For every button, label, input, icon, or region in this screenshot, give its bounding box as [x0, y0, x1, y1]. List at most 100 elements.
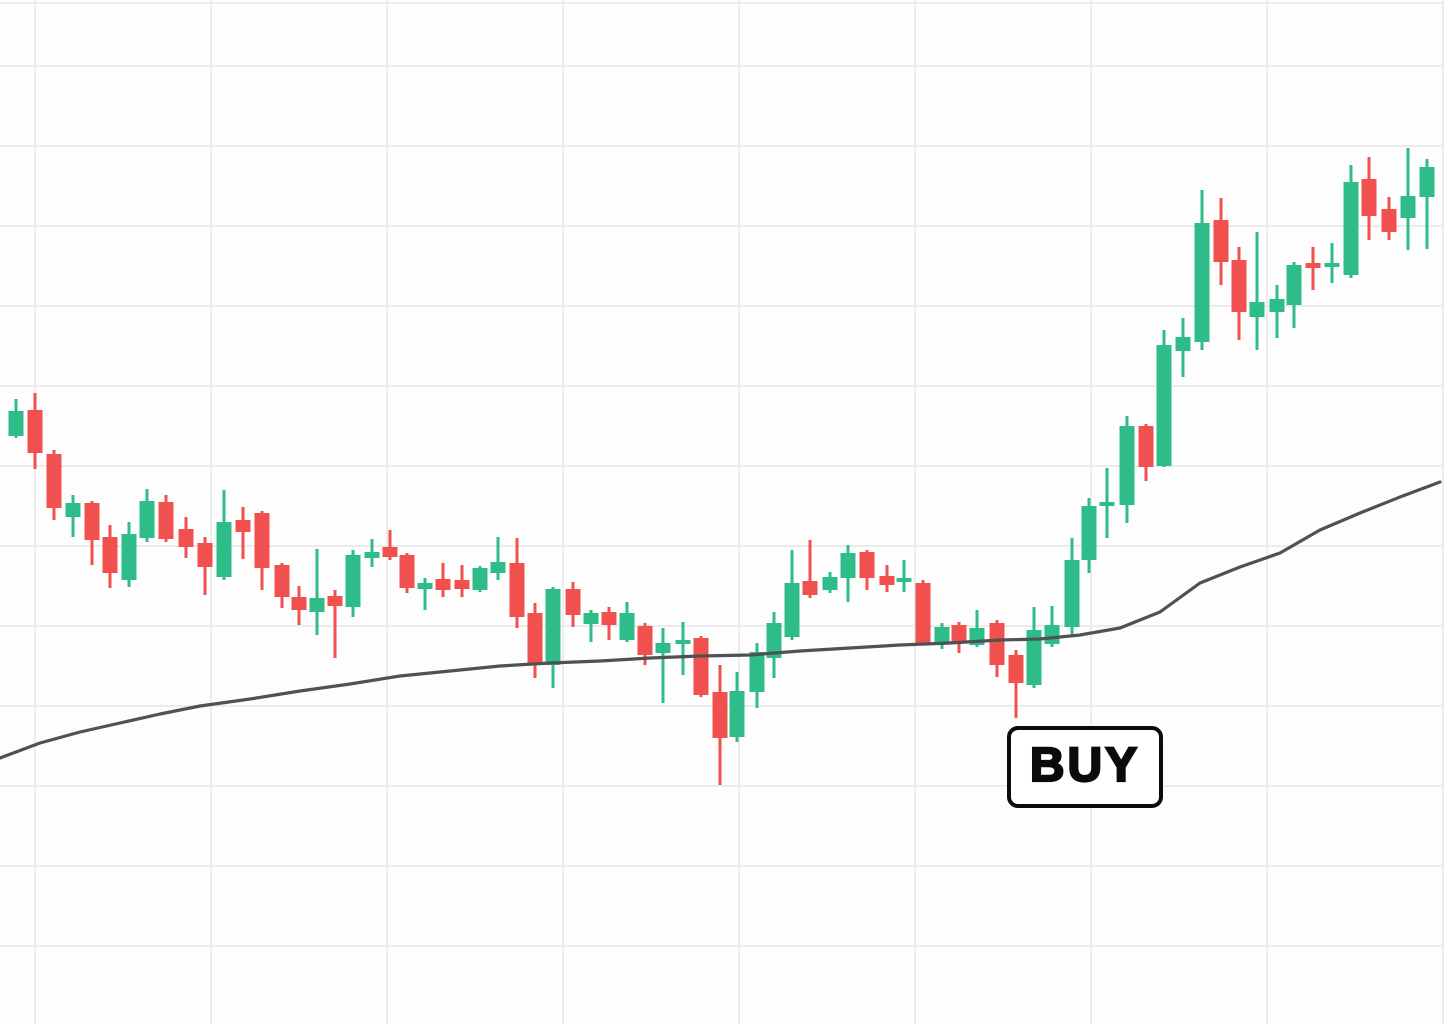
candle-up [490, 537, 506, 580]
candle-up [216, 490, 232, 580]
candle-up [417, 578, 433, 610]
candle-up [1175, 318, 1191, 377]
candle-wick [388, 530, 392, 560]
candle-body [382, 547, 398, 557]
candle-body [879, 576, 895, 585]
candle-up [1419, 159, 1435, 249]
candle-body [749, 652, 765, 692]
candle-body [1343, 182, 1359, 275]
candle-body [490, 562, 506, 573]
candle-body [399, 555, 415, 588]
candle-down [1305, 247, 1321, 290]
candle-wick [315, 549, 319, 635]
candle-wick [1255, 232, 1259, 350]
candle-up [1064, 538, 1080, 637]
candle-down [274, 563, 290, 608]
candle-up [840, 545, 856, 602]
candle-down [84, 501, 100, 565]
candle-down [1231, 247, 1247, 340]
candle-body [291, 597, 307, 610]
candle-up [1400, 148, 1416, 250]
candle-body [951, 625, 967, 643]
candle-body [1044, 625, 1060, 644]
candle-body [822, 577, 838, 590]
candle-body [766, 623, 782, 658]
candle-wick [423, 578, 427, 610]
candle-body [139, 501, 155, 538]
candle-down [712, 665, 728, 785]
candle-down [565, 582, 581, 627]
candle-down [254, 511, 270, 590]
candle-body [1099, 502, 1115, 506]
candle-body [840, 553, 856, 578]
candle-down [802, 540, 818, 598]
candle-body [46, 454, 62, 508]
candle-body [693, 638, 709, 695]
candle-wick [589, 610, 593, 642]
candle-down [399, 553, 415, 593]
candle-body [784, 583, 800, 637]
candle-body [472, 568, 488, 590]
candle-body [121, 534, 137, 580]
candle-up [1194, 190, 1210, 350]
candle-body [417, 583, 433, 589]
candle-body [1213, 220, 1229, 262]
candle-body [989, 623, 1005, 665]
candle-up [472, 566, 488, 592]
candle-down [1213, 198, 1229, 285]
candle-body [1064, 560, 1080, 627]
candle-body [675, 640, 691, 644]
candle-down [27, 393, 43, 469]
candle-body [178, 529, 194, 547]
candle-up [749, 643, 765, 708]
candle-body [712, 692, 728, 738]
candle-body [1324, 263, 1340, 267]
candle-body [309, 598, 325, 612]
candle-body [84, 503, 100, 540]
candle-up [583, 610, 599, 642]
candle-wick [496, 537, 500, 580]
candle-down [879, 565, 895, 592]
candle-body [1175, 337, 1191, 351]
candle-up [655, 628, 671, 703]
candle-body [1286, 265, 1302, 305]
candle-body [1249, 302, 1265, 317]
candle-up [1249, 232, 1265, 350]
candle-down [1381, 197, 1397, 240]
candle-up [139, 489, 155, 542]
candle-body [1081, 506, 1097, 560]
candle-body [915, 583, 931, 643]
candle-up [934, 623, 950, 649]
candle-up [729, 672, 745, 742]
candle-body [896, 578, 912, 582]
candle-body [545, 589, 561, 665]
candle-body [619, 613, 635, 640]
candle-down [178, 517, 194, 558]
candle-up [766, 612, 782, 678]
candle-body [1361, 179, 1377, 216]
candle-down [291, 586, 307, 625]
candle-body [934, 627, 950, 644]
candle-body [1156, 345, 1172, 466]
candle-body [1138, 426, 1154, 467]
candle-wick [1425, 159, 1429, 249]
candle-body [1008, 655, 1024, 683]
candle-body [27, 410, 43, 453]
candle-body [235, 520, 251, 532]
candle-down [601, 607, 617, 640]
candle-down [454, 565, 470, 597]
candle-up [896, 560, 912, 592]
candle-up [822, 572, 838, 593]
candle-body [729, 691, 745, 737]
candle-down [989, 620, 1005, 677]
candle-up [675, 622, 691, 675]
candle-down [158, 495, 174, 542]
candle-down [915, 580, 931, 645]
candle-wick [902, 560, 906, 592]
candle-body [583, 613, 599, 624]
candle-up [1269, 285, 1285, 338]
candle-up [1119, 416, 1135, 523]
